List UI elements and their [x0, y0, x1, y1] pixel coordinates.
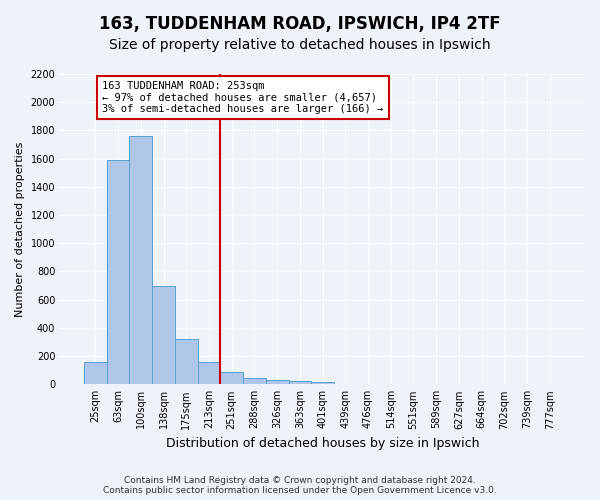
- Bar: [311, 382, 334, 384]
- X-axis label: Distribution of detached houses by size in Ipswich: Distribution of detached houses by size …: [166, 437, 479, 450]
- Bar: [266, 380, 289, 384]
- Bar: [107, 160, 130, 384]
- Text: 163, TUDDENHAM ROAD, IPSWICH, IP4 2TF: 163, TUDDENHAM ROAD, IPSWICH, IP4 2TF: [99, 15, 501, 33]
- Bar: [243, 378, 266, 384]
- Bar: [197, 362, 220, 384]
- Bar: [175, 339, 197, 384]
- Bar: [130, 136, 152, 384]
- Bar: [152, 286, 175, 384]
- Text: Size of property relative to detached houses in Ipswich: Size of property relative to detached ho…: [109, 38, 491, 52]
- Bar: [84, 362, 107, 384]
- Bar: [289, 382, 311, 384]
- Y-axis label: Number of detached properties: Number of detached properties: [15, 142, 25, 317]
- Text: Contains HM Land Registry data © Crown copyright and database right 2024.
Contai: Contains HM Land Registry data © Crown c…: [103, 476, 497, 495]
- Text: 163 TUDDENHAM ROAD: 253sqm
← 97% of detached houses are smaller (4,657)
3% of se: 163 TUDDENHAM ROAD: 253sqm ← 97% of deta…: [102, 81, 383, 114]
- Bar: [220, 372, 243, 384]
